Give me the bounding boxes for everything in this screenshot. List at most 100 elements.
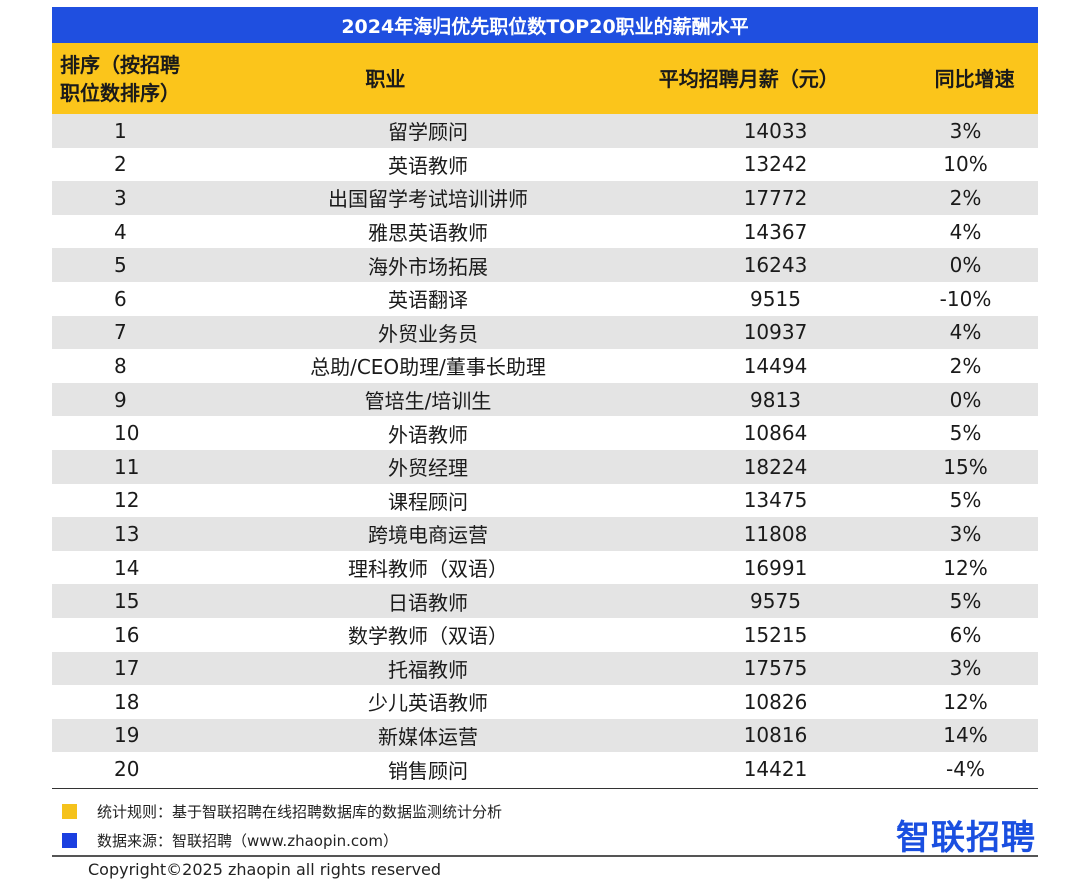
salary-cell: 14494: [743, 353, 808, 378]
stat-rule-text: 统计规则：基于智联招聘在线招聘数据库的数据监测统计分析: [97, 803, 503, 821]
job-cell: 总助/CEO助理/董事长助理: [310, 355, 546, 380]
rank-cell: 2: [114, 152, 127, 177]
header-growth: 同比增速: [934, 66, 1015, 91]
rank-cell: 19: [114, 723, 140, 748]
table-row: 17 托福教师 17575 3%: [52, 651, 1038, 686]
job-cell: 海外市场拓展: [368, 254, 488, 279]
table-row: 19 新媒体运营 10816 14%: [52, 718, 1038, 753]
table-bottom-border: [52, 788, 1038, 789]
table-row: 8 总助/CEO助理/董事长助理 14494 2%: [52, 349, 1038, 383]
table-row: 18 少儿英语教师 10826 12%: [52, 685, 1038, 719]
yellow-square-icon: [62, 804, 77, 819]
table-body: 1 留学顾问 14033 3% 2 英语教师 13242 10% 3 出国留学考试培训讲师 1777…: [52, 114, 1038, 786]
growth-cell: 0%: [949, 253, 982, 278]
growth-cell: 2%: [949, 185, 982, 210]
salary-cell: 18224: [743, 454, 808, 479]
job-cell: 少儿英语教师: [368, 691, 488, 716]
job-cell: 数学教师（双语）: [348, 624, 508, 649]
salary-cell: 9515: [750, 286, 801, 311]
job-cell: 托福教师: [388, 657, 468, 682]
job-cell: 跨境电商运营: [368, 523, 488, 548]
job-cell: 英语翻译: [388, 288, 468, 313]
growth-cell: 3%: [949, 656, 982, 681]
rank-cell: 17: [114, 656, 140, 681]
salary-cell: 14033: [743, 118, 808, 143]
job-cell: 雅思英语教师: [368, 221, 488, 246]
footer-divider: [52, 855, 1038, 857]
growth-cell: 5%: [949, 421, 982, 446]
rank-cell: 16: [114, 622, 140, 647]
job-cell: 外贸经理: [388, 456, 468, 481]
rank-cell: 5: [114, 253, 127, 278]
salary-cell: 9575: [750, 589, 801, 614]
table-row: 7 外贸业务员 10937 4%: [52, 315, 1038, 350]
table-row: 3 出国留学考试培训讲师 17772 2%: [52, 181, 1038, 215]
growth-cell: 3%: [949, 521, 982, 546]
table-row: 11 外贸经理 18224 15%: [52, 449, 1038, 484]
table-row: 13 跨境电商运营 11808 3%: [52, 517, 1038, 551]
salary-cell: 13475: [743, 488, 808, 513]
salary-cell: 17772: [743, 185, 808, 210]
salary-cell: 9813: [750, 387, 801, 412]
growth-cell: 2%: [949, 353, 982, 378]
table-header: 排序（按招聘职位数排序） 职业 平均招聘月薪（元） 同比增速: [52, 43, 1038, 114]
growth-cell: 6%: [949, 622, 982, 647]
table-row: 4 雅思英语教师 14367 4%: [52, 214, 1038, 249]
job-cell: 销售顾问: [388, 758, 468, 783]
job-cell: 留学顾问: [388, 120, 468, 145]
header-rank: 排序（按招聘职位数排序）: [60, 52, 180, 105]
salary-cell: 10937: [743, 320, 808, 345]
growth-cell: 4%: [949, 219, 982, 244]
job-cell: 新媒体运营: [378, 724, 478, 749]
salary-cell: 13242: [743, 152, 808, 177]
rank-cell: 4: [114, 219, 127, 244]
table-row: 12 课程顾问 13475 5%: [52, 483, 1038, 518]
job-cell: 日语教师: [388, 590, 468, 615]
rank-cell: 1: [114, 118, 127, 143]
salary-cell: 10864: [743, 421, 808, 446]
growth-cell: 12%: [943, 689, 988, 714]
salary-cell: 10816: [743, 723, 808, 748]
growth-cell: 3%: [949, 118, 982, 143]
job-cell: 理科教师（双语）: [348, 557, 508, 582]
table-row: 2 英语教师 13242 10%: [52, 147, 1038, 182]
table-row: 20 销售顾问 14421 -4%: [52, 752, 1038, 786]
data-source-text: 数据来源：智联招聘（www.zhaopin.com）: [97, 832, 398, 850]
zhaopin-logo: 智联招聘: [896, 818, 1036, 858]
table-row: 6 英语翻译 9515 -10%: [52, 281, 1038, 316]
stat-rule-note: 统计规则：基于智联招聘在线招聘数据库的数据监测统计分析: [62, 801, 502, 822]
salary-cell: 16991: [743, 555, 808, 580]
growth-cell: -4%: [946, 757, 985, 782]
table-row: 9 管培生/培训生 9813 0%: [52, 382, 1038, 417]
table-title: 2024年海归优先职位数TOP20职业的薪酬水平: [52, 7, 1038, 43]
growth-cell: 15%: [943, 454, 988, 479]
salary-cell: 16243: [743, 253, 808, 278]
job-cell: 外语教师: [388, 422, 468, 447]
growth-cell: 4%: [949, 320, 982, 345]
table-row: 16 数学教师（双语） 15215 6%: [52, 617, 1038, 652]
rank-cell: 3: [114, 185, 127, 210]
growth-cell: 5%: [949, 589, 982, 614]
growth-cell: -10%: [939, 286, 992, 311]
table-row: 1 留学顾问 14033 3%: [52, 114, 1038, 148]
rank-cell: 15: [114, 589, 140, 614]
growth-cell: 0%: [949, 387, 982, 412]
rank-cell: 8: [114, 353, 127, 378]
growth-cell: 12%: [943, 555, 988, 580]
growth-cell: 14%: [943, 723, 988, 748]
growth-cell: 5%: [949, 488, 982, 513]
salary-cell: 14367: [743, 219, 808, 244]
rank-cell: 6: [114, 286, 127, 311]
header-job: 职业: [365, 66, 406, 91]
rank-cell: 10: [114, 421, 140, 446]
growth-cell: 10%: [943, 152, 988, 177]
table-row: 5 海外市场拓展 16243 0%: [52, 248, 1038, 282]
table-row: 15 日语教师 9575 5%: [52, 584, 1038, 618]
rank-cell: 14: [114, 555, 140, 580]
job-cell: 英语教师: [388, 153, 468, 178]
job-cell: 出国留学考试培训讲师: [328, 187, 528, 212]
table-row: 10 外语教师 10864 5%: [52, 416, 1038, 450]
data-source-note: 数据来源：智联招聘（www.zhaopin.com）: [62, 830, 398, 851]
salary-cell: 14421: [743, 757, 808, 782]
header-salary: 平均招聘月薪（元）: [658, 66, 839, 91]
